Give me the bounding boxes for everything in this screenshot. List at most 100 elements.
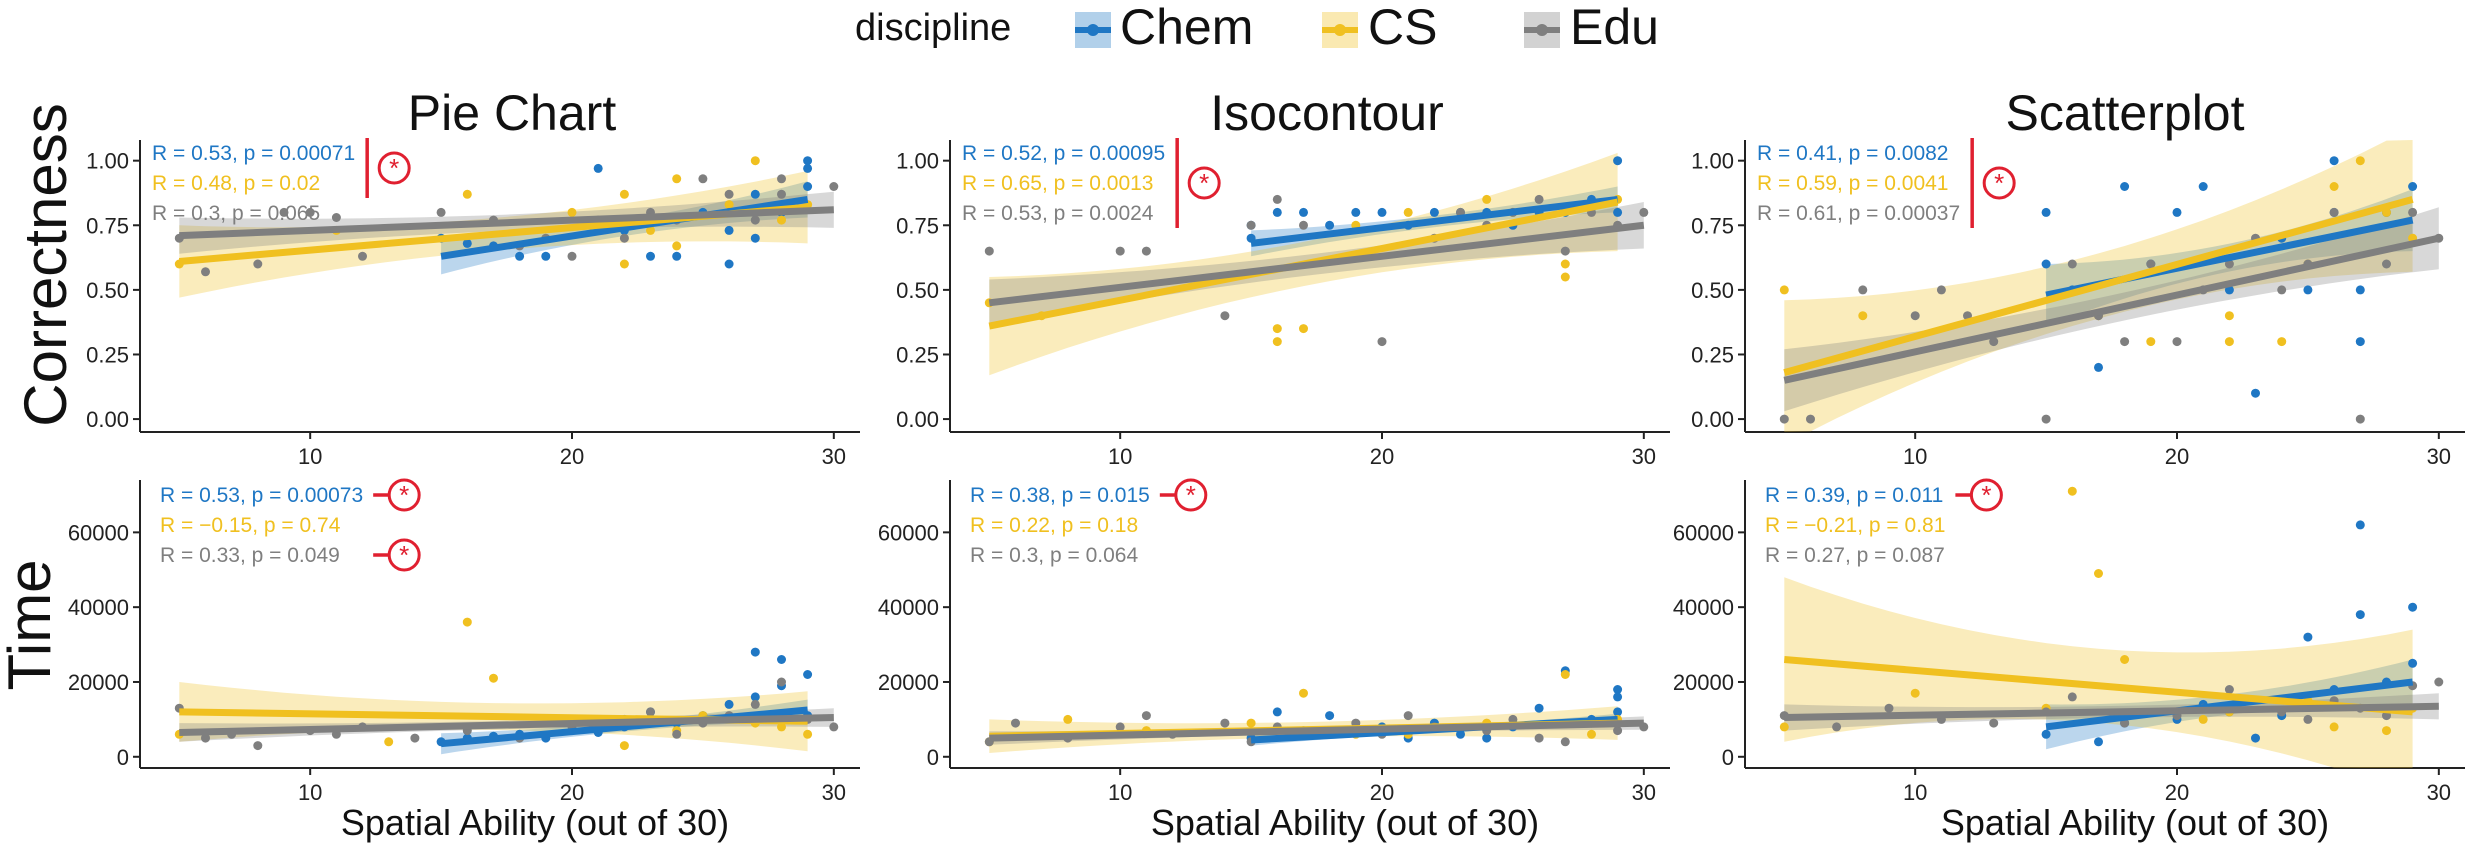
data-point-edu xyxy=(2303,714,2313,724)
data-point-edu xyxy=(2224,259,2234,269)
col-title-pie: Pie Chart xyxy=(408,85,617,141)
significance-icon xyxy=(387,478,421,512)
regression-line-edu xyxy=(179,206,834,240)
data-point-chem xyxy=(803,182,813,191)
data-point-chem xyxy=(777,655,786,664)
data-point-edu xyxy=(1910,311,1920,321)
x-tick-label: 20 xyxy=(2165,444,2189,469)
data-point-edu xyxy=(2172,337,2182,347)
data-point-edu xyxy=(1858,285,1868,295)
data-point-cs xyxy=(1560,259,1570,269)
data-point-edu xyxy=(1534,733,1544,743)
significance-icon xyxy=(1187,166,1221,200)
y-tick-label: 40000 xyxy=(878,595,939,620)
data-point-chem xyxy=(1377,207,1387,217)
data-point-edu xyxy=(331,213,341,222)
y-tick-label: 1.00 xyxy=(896,149,939,174)
data-point-edu xyxy=(2041,414,2051,424)
y-tick-label: 60000 xyxy=(68,520,129,545)
data-point-chem xyxy=(803,156,813,166)
significance-icon xyxy=(1969,478,2003,512)
data-point-edu xyxy=(1403,711,1413,721)
data-point-chem xyxy=(803,163,813,173)
data-point-edu xyxy=(2329,207,2339,217)
data-point-edu xyxy=(1884,703,1894,713)
data-point-cs xyxy=(2382,726,2391,736)
data-point-chem xyxy=(2172,207,2182,217)
stat-label-edu: R = 0.3, p = 0.065 xyxy=(152,202,320,225)
data-point-edu xyxy=(1832,722,1842,732)
x-tick-label: 30 xyxy=(822,444,846,469)
data-point-cs xyxy=(2067,486,2077,496)
data-point-chem xyxy=(2251,388,2260,398)
y-tick-label: 20000 xyxy=(68,670,129,695)
data-point-edu xyxy=(1011,718,1020,728)
data-point-chem xyxy=(750,692,760,702)
data-point-edu xyxy=(646,707,655,717)
data-point-edu xyxy=(1141,246,1151,256)
stat-label-chem: R = 0.52, p = 0.00095 xyxy=(962,142,1165,165)
data-point-cs xyxy=(1272,324,1282,334)
x-axis-label-pie: Spatial Ability (out of 30) xyxy=(341,802,729,843)
y-tick-label: 0.00 xyxy=(1691,407,1734,432)
data-point-edu xyxy=(1534,194,1544,204)
y-tick-label: 1.00 xyxy=(1691,149,1734,174)
stat-label-edu: R = 0.3, p = 0.064 xyxy=(970,544,1138,567)
stat-label-edu: R = 0.53, p = 0.0024 xyxy=(962,202,1154,225)
data-point-edu xyxy=(201,267,210,277)
data-point-chem xyxy=(750,647,760,657)
data-point-edu xyxy=(1299,220,1308,230)
data-point-edu xyxy=(2067,259,2077,269)
x-tick-label: 20 xyxy=(560,780,584,805)
y-tick-label: 0 xyxy=(927,745,939,770)
data-point-chem xyxy=(1351,207,1361,217)
data-point-cs xyxy=(1560,272,1570,282)
data-point-cs xyxy=(724,200,734,210)
data-point-edu xyxy=(2434,677,2444,687)
data-point-chem xyxy=(1613,207,1623,217)
data-point-chem xyxy=(1272,707,1282,717)
data-point-edu xyxy=(1806,414,1815,424)
data-point-chem xyxy=(1429,207,1439,217)
data-point-cs xyxy=(1403,207,1413,217)
data-point-cs xyxy=(2329,182,2339,191)
significance-icon xyxy=(387,538,421,572)
regression-line-cs xyxy=(1783,196,2414,376)
x-tick-label: 30 xyxy=(2427,444,2451,469)
stat-label-chem: R = 0.53, p = 0.00073 xyxy=(160,484,363,507)
data-point-edu xyxy=(253,741,263,751)
data-point-cs xyxy=(777,722,786,732)
regression-line-chem xyxy=(440,706,808,748)
regression-line-edu xyxy=(1784,702,2439,722)
data-point-cs xyxy=(384,737,394,747)
y-tick-label: 0.50 xyxy=(86,278,129,303)
legend-key-edu-dot xyxy=(1536,24,1548,36)
data-point-edu xyxy=(1989,337,1999,347)
x-tick-label: 20 xyxy=(2165,780,2189,805)
x-tick-label: 20 xyxy=(560,444,584,469)
data-point-cs xyxy=(1482,194,1492,204)
data-point-cs xyxy=(803,729,813,739)
data-point-edu xyxy=(2067,692,2077,702)
legend-title: discipline xyxy=(855,7,1011,49)
data-point-chem xyxy=(541,251,551,261)
y-tick-label: 1.00 xyxy=(86,149,129,174)
data-point-chem xyxy=(646,251,655,261)
data-point-edu xyxy=(698,174,708,184)
stat-label-cs: R = 0.22, p = 0.18 xyxy=(970,514,1138,537)
stat-label-edu: R = 0.27, p = 0.087 xyxy=(1765,544,1945,567)
data-point-chem xyxy=(1299,207,1308,217)
y-tick-label: 40000 xyxy=(1673,595,1734,620)
y-tick-label: 40000 xyxy=(68,595,129,620)
data-point-cs xyxy=(1246,718,1256,728)
panel-iso-time: 0 20000 40000 60000 10 20 30 R = 0.38, p = 0.01… xyxy=(878,478,1670,805)
x-tick-label: 10 xyxy=(298,444,322,469)
data-point-cs xyxy=(2120,655,2130,664)
y-tick-label: 60000 xyxy=(878,520,939,545)
data-point-cs xyxy=(750,156,760,166)
significance-icon xyxy=(1174,478,1208,512)
data-point-edu xyxy=(619,233,629,243)
significance-star: * xyxy=(1186,480,1196,510)
data-point-chem xyxy=(724,225,734,235)
data-point-cs xyxy=(1299,324,1308,334)
